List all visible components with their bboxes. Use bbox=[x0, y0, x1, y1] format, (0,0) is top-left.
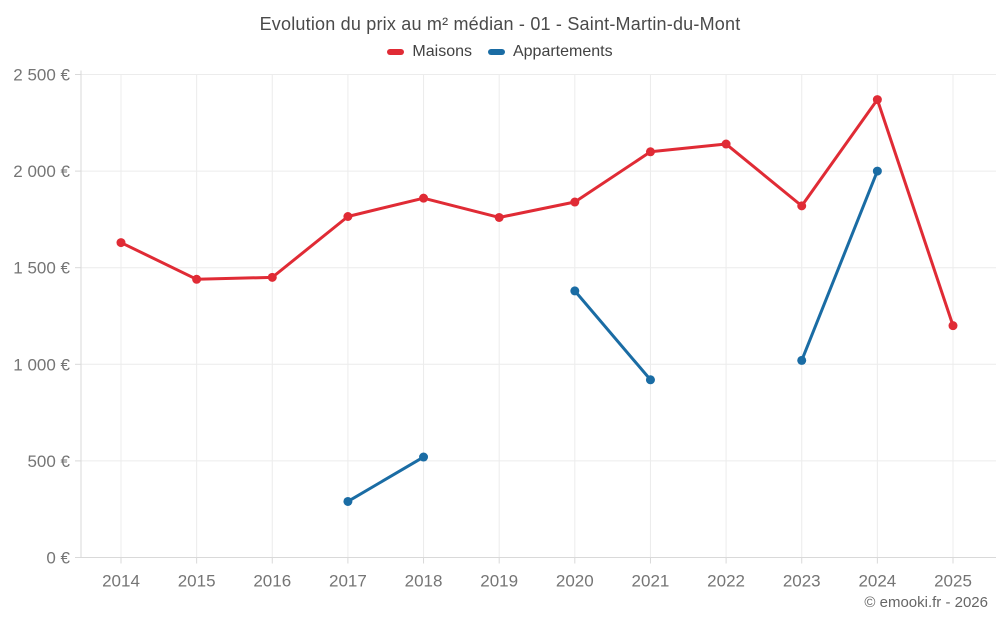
attribution-text: © emooki.fr - 2026 bbox=[864, 594, 988, 611]
x-tick-label: 2021 bbox=[632, 572, 670, 591]
series-line-appartements bbox=[800, 169, 879, 362]
data-point-maisons-2017[interactable] bbox=[343, 212, 353, 222]
data-point-maisons-2022[interactable] bbox=[721, 139, 731, 149]
appartements-legend-swatch-icon bbox=[487, 49, 505, 55]
series-line-maisons bbox=[119, 98, 955, 328]
data-point-appartements-2018[interactable] bbox=[419, 452, 429, 462]
data-point-maisons-2025[interactable] bbox=[948, 321, 958, 331]
data-point-maisons-2019[interactable] bbox=[494, 212, 504, 222]
data-point-appartements-2017[interactable] bbox=[343, 496, 353, 506]
x-tick-label: 2017 bbox=[329, 572, 367, 591]
legend-label-maisons: Maisons bbox=[412, 43, 472, 60]
legend-label-appartements: Appartements bbox=[512, 43, 613, 60]
x-tick-label: 2019 bbox=[480, 572, 518, 591]
y-tick-label: 1 000 € bbox=[13, 355, 70, 374]
chart-title: Evolution du prix au m² médian - 01 - Sa… bbox=[259, 14, 741, 34]
series-line-appartements bbox=[346, 455, 426, 503]
data-point-maisons-2020[interactable] bbox=[570, 197, 580, 207]
x-tick-label: 2024 bbox=[858, 572, 896, 591]
data-point-maisons-2016[interactable] bbox=[267, 272, 277, 282]
series-line-appartements bbox=[573, 289, 652, 382]
y-tick-label: 1 500 € bbox=[13, 259, 70, 278]
x-tick-label: 2015 bbox=[178, 572, 216, 591]
x-tick-label: 2016 bbox=[253, 572, 291, 591]
y-tick-label: 2 000 € bbox=[13, 162, 70, 181]
data-point-maisons-2015[interactable] bbox=[192, 274, 202, 284]
data-point-maisons-2018[interactable] bbox=[419, 193, 429, 203]
x-tick-label: 2018 bbox=[405, 572, 443, 591]
data-point-maisons-2023[interactable] bbox=[797, 201, 807, 211]
data-point-maisons-2021[interactable] bbox=[645, 147, 655, 157]
y-tick-label: 0 € bbox=[46, 549, 70, 568]
chart-legend: Maisons Appartements bbox=[0, 43, 1000, 61]
data-point-appartements-2020[interactable] bbox=[570, 286, 580, 296]
x-tick-label: 2020 bbox=[556, 572, 594, 591]
x-tick-label: 2022 bbox=[707, 572, 745, 591]
x-tick-label: 2014 bbox=[102, 572, 140, 591]
legend-item-appartements[interactable]: Appartements bbox=[487, 43, 613, 61]
data-point-appartements-2024[interactable] bbox=[872, 166, 882, 176]
legend-item-maisons[interactable]: Maisons bbox=[387, 43, 472, 61]
data-point-appartements-2021[interactable] bbox=[645, 375, 655, 385]
y-tick-label: 500 € bbox=[27, 452, 70, 471]
y-tick-label: 2 500 € bbox=[13, 66, 70, 85]
data-point-maisons-2024[interactable] bbox=[872, 95, 882, 105]
x-tick-label: 2023 bbox=[783, 572, 821, 591]
data-point-appartements-2023[interactable] bbox=[797, 355, 807, 365]
maisons-legend-swatch-icon bbox=[387, 49, 405, 55]
x-tick-label: 2025 bbox=[934, 572, 972, 591]
data-point-maisons-2014[interactable] bbox=[116, 238, 126, 248]
